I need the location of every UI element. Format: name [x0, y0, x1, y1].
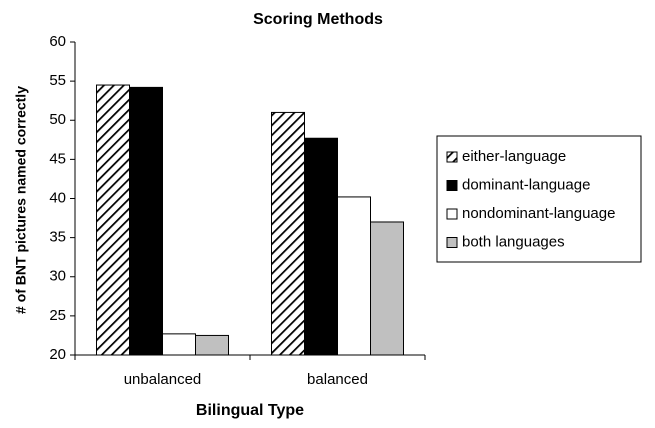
legend-label: nondominant-language [462, 205, 615, 222]
bar [337, 196, 371, 356]
bar [195, 334, 229, 356]
legend-swatch [446, 208, 458, 220]
y-tick-label: 60 [49, 33, 66, 50]
y-tick-label: 25 [49, 307, 66, 324]
x-tick-label: unbalanced [124, 371, 202, 388]
y-tick-label: 45 [49, 150, 66, 167]
y-tick-label: 50 [49, 111, 66, 128]
legend-swatch [446, 151, 458, 163]
legend-label: either-language [462, 148, 566, 165]
y-tick-label: 35 [49, 229, 66, 246]
legend-box [436, 135, 642, 263]
y-tick-label: 20 [49, 346, 66, 363]
y-axis-label: # of BNT pictures named correctly [13, 86, 29, 314]
bar [162, 333, 196, 356]
bar [129, 86, 163, 356]
bar [271, 111, 305, 356]
bar [96, 84, 130, 356]
chart-title: Scoring Methods [253, 11, 383, 28]
legend-swatch [446, 237, 458, 248]
y-tick-label: 30 [49, 268, 66, 285]
legend-label: dominant-language [462, 176, 590, 193]
y-tick-label: 40 [49, 189, 66, 206]
y-tick-label: 55 [49, 72, 66, 89]
legend-label: both languages [462, 233, 565, 250]
x-tick-label: balanced [307, 371, 368, 388]
legend-swatch [446, 180, 458, 191]
x-axis-label: Bilingual Type [196, 402, 304, 419]
bar [370, 221, 404, 356]
bar [304, 137, 338, 356]
